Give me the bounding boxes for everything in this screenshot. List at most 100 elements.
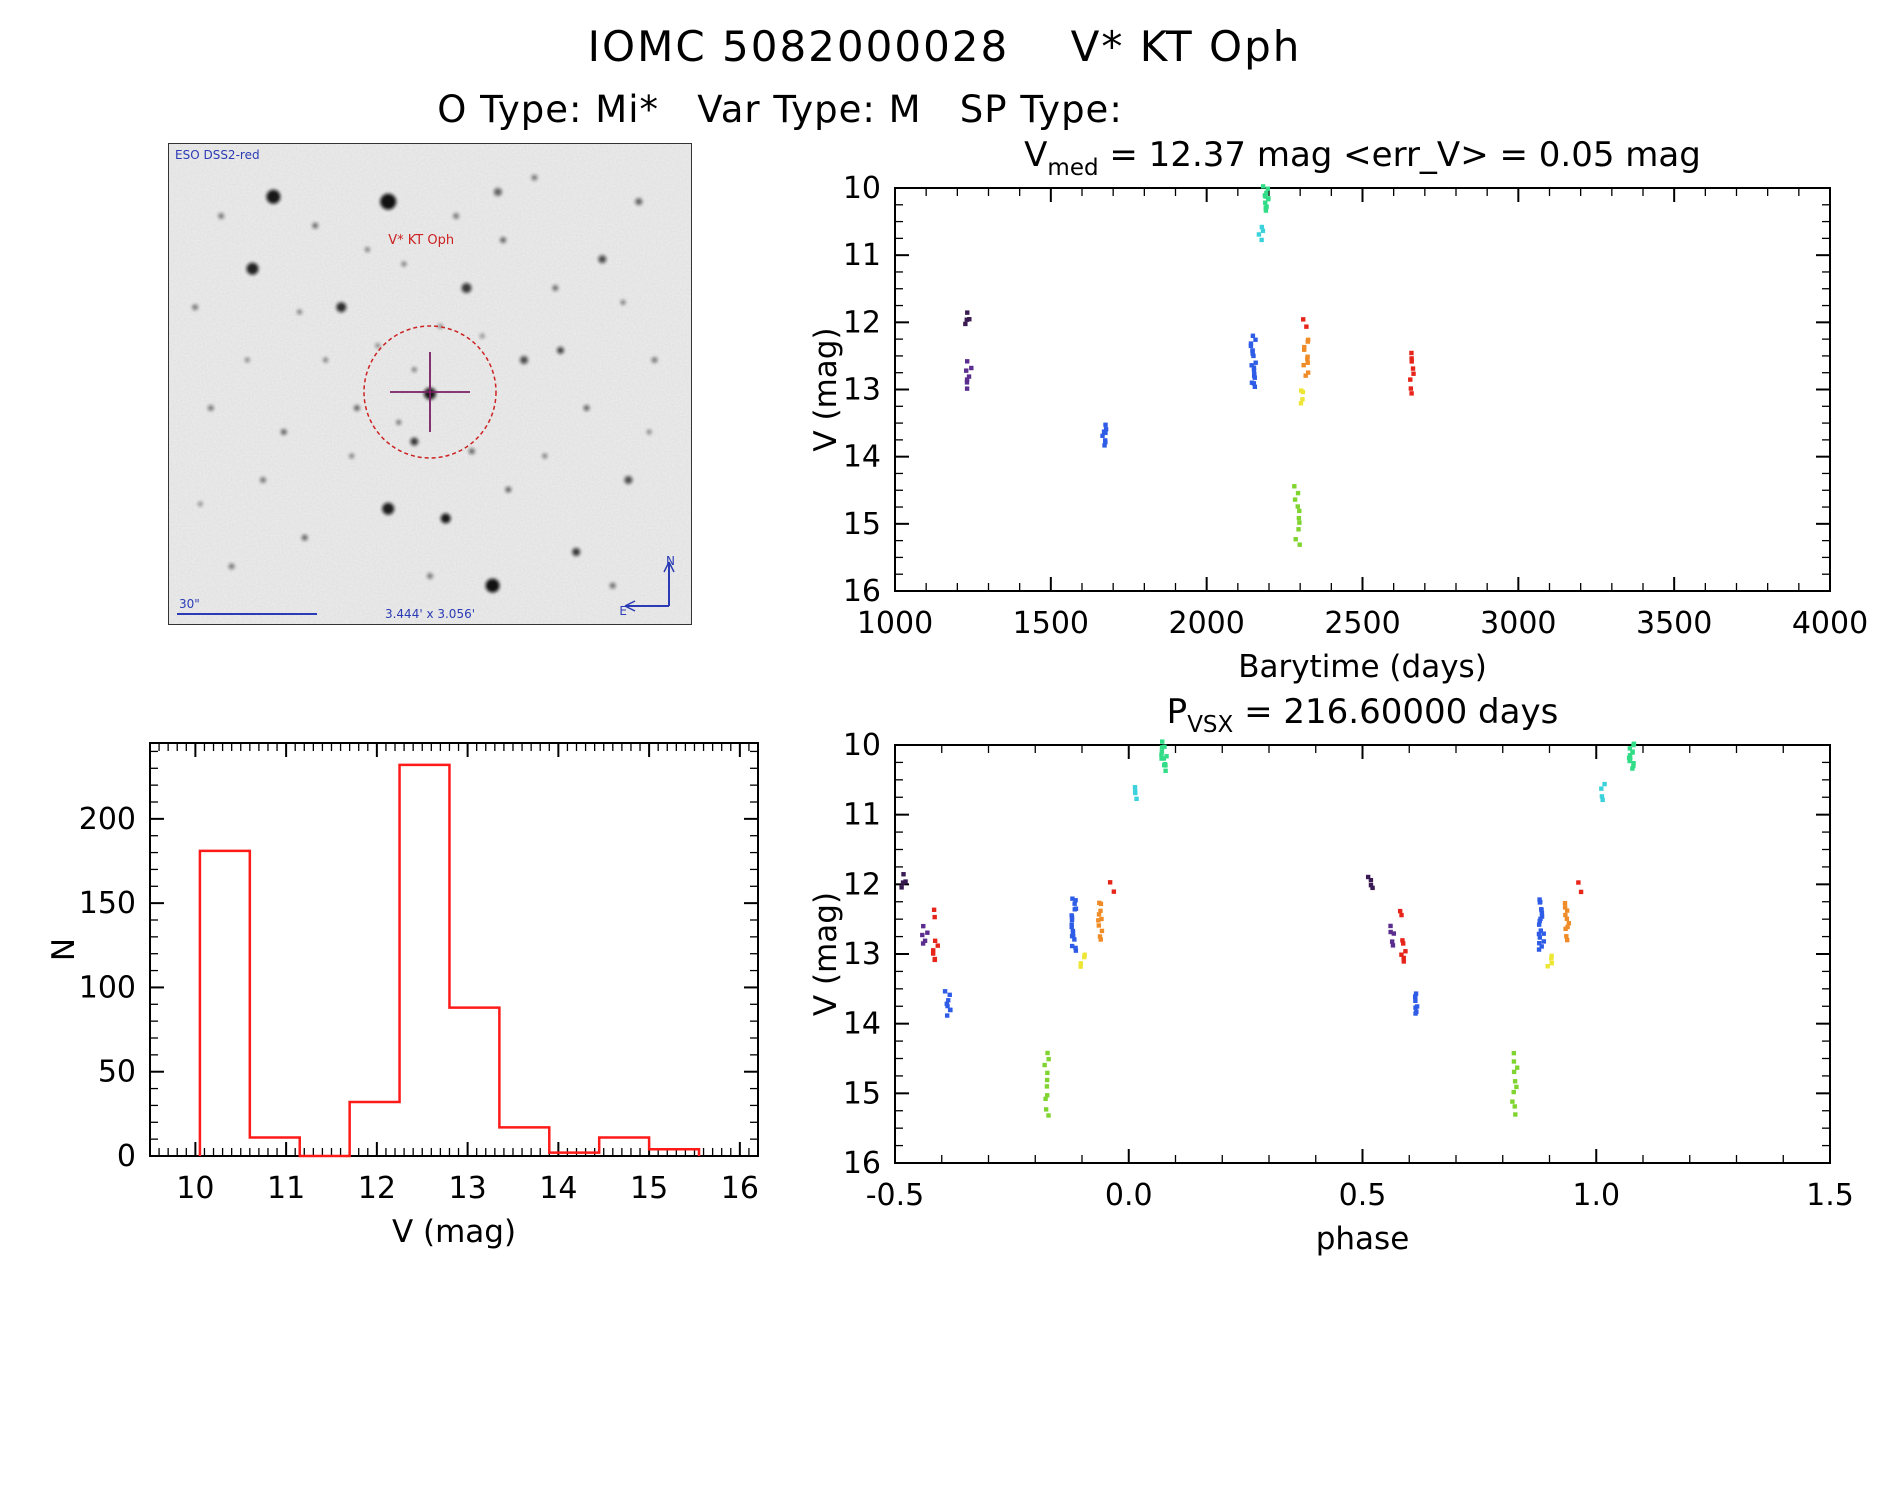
observation-cluster (1042, 1050, 1051, 1118)
observation-cluster (930, 938, 940, 963)
x-tick-label: 1.0 (1572, 1178, 1620, 1213)
observation-cluster (1132, 785, 1139, 802)
y-tick-label: 12 (843, 867, 881, 902)
x-tick-label: 13 (449, 1171, 487, 1206)
observation-cluster (1545, 953, 1554, 969)
x-axis-title: V (mag) (392, 1214, 516, 1250)
y-tick-label: 100 (79, 970, 136, 1005)
histogram-steps (198, 763, 701, 1158)
y-tick-label: 0 (117, 1139, 136, 1174)
observation-cluster (1107, 880, 1117, 894)
magnitude-histogram-plot: 10 11 12 13 14 15 16 0 50 100 150 200 V (mag) N (40, 698, 810, 1302)
observation-cluster (1301, 317, 1309, 329)
plot-title: PVSX = 216.60000 days (1167, 693, 1559, 738)
observation-cluster (1399, 938, 1408, 964)
plot-title: Vmed = 12.37 mag <err_V> = 0.05 mag (1024, 136, 1701, 181)
x-tick-label: 2000 (1168, 606, 1244, 641)
field-stars (192, 174, 658, 593)
field-size-label: 3.444' x 3.056' (384, 607, 476, 621)
y-tick-label: 15 (843, 1076, 881, 1111)
data-points (899, 739, 1637, 1118)
finder-chart: ESO DSS2-red V* KT Oph 3.444' x 3.056' 3… (168, 143, 692, 625)
observation-cluster (1100, 422, 1109, 448)
y-tick-label: 13 (843, 937, 881, 972)
y-axis-title: N (46, 938, 82, 961)
observation-cluster (1536, 897, 1547, 952)
target-star-label: V* KT Oph (388, 232, 455, 248)
x-tick-label: 1000 (857, 606, 933, 641)
y-tick-label: 150 (79, 886, 136, 921)
axes (149, 742, 759, 1157)
x-tick-label: 1500 (1013, 606, 1089, 641)
compass-east-label: E (619, 604, 627, 618)
barytime-lightcurve-plot: 1000 1500 2000 2500 3000 3500 4000 10 11 12 13 14 15… (808, 135, 1889, 700)
x-tick-label: 10 (176, 1171, 214, 1206)
annotations (177, 561, 675, 615)
x-axis-title: phase (1316, 1221, 1410, 1257)
x-tick-label: 14 (539, 1171, 577, 1206)
y-tick-label: 11 (843, 238, 881, 273)
y-tick-label: 12 (843, 305, 881, 340)
y-axis-title: V (mag) (810, 327, 844, 451)
survey-label: ESO DSS2-red (175, 148, 260, 162)
y-tick-label: 14 (843, 440, 881, 475)
x-tick-label: 4000 (1792, 606, 1868, 641)
x-tick-label: 15 (630, 1171, 668, 1206)
observation-cluster (1256, 224, 1266, 243)
observation-cluster (1298, 388, 1306, 406)
x-tick-label: 0.0 (1105, 1178, 1153, 1213)
phase-plot-svg: -0.5 0.0 0.5 1.0 1.5 10 11 12 13 14 15 16 phase V (ma… (808, 692, 1854, 1257)
target-circle-icon (363, 325, 497, 459)
observation-cluster (1159, 739, 1169, 773)
observation-cluster (1096, 900, 1105, 942)
observation-cluster (1388, 923, 1397, 948)
x-tick-label: 3000 (1480, 606, 1556, 641)
y-tick-label: 10 (843, 728, 881, 763)
observation-cluster (963, 310, 972, 327)
target-marker (363, 325, 497, 459)
axis-labels: 10 11 12 13 14 15 16 0 50 100 150 200 V (mag) N (46, 802, 759, 1250)
histogram-plot-svg: 10 11 12 13 14 15 16 0 50 100 150 200 V (mag) N (46, 742, 759, 1250)
finder-sky-image (169, 144, 691, 624)
observation-cluster (931, 907, 937, 920)
axis-labels: -0.5 0.0 0.5 1.0 1.5 10 11 12 13 14 15 16 phase V (ma… (808, 692, 1854, 1257)
x-tick-label: 2500 (1324, 606, 1400, 641)
observation-cluster (1069, 896, 1079, 953)
observation-cluster (1408, 350, 1416, 396)
observation-cluster (1576, 880, 1584, 895)
x-tick-label: 3500 (1636, 606, 1712, 641)
x-tick-label: 11 (267, 1171, 305, 1206)
x-tick-label: -0.5 (866, 1178, 925, 1213)
observation-cluster (1510, 1050, 1520, 1117)
observation-cluster (1599, 781, 1607, 803)
y-tick-label: 16 (843, 1146, 881, 1181)
x-tick-label: 0.5 (1339, 1178, 1387, 1213)
phase-folded-lightcurve-plot: -0.5 0.0 0.5 1.0 1.5 10 11 12 13 14 15 16 phase V (ma… (808, 692, 1889, 1282)
observation-cluster (1562, 900, 1572, 943)
observation-cluster (1248, 333, 1258, 389)
y-tick-label: 50 (98, 1055, 136, 1090)
y-axis-title: V (mag) (810, 892, 844, 1016)
y-tick-label: 14 (843, 1007, 881, 1042)
y-tick-label: 200 (79, 802, 136, 837)
observation-cluster (1365, 874, 1375, 891)
observation-cluster (1626, 741, 1637, 771)
observation-cluster (1078, 952, 1087, 969)
y-tick-label: 11 (843, 798, 881, 833)
barytime-plot-svg: 1000 1500 2000 2500 3000 3500 4000 10 11 12 13 14 15… (808, 135, 1868, 685)
y-tick-label: 10 (843, 171, 881, 206)
axis-labels: 1000 1500 2000 2500 3000 3500 4000 10 11 12 13 14 15… (808, 135, 1868, 685)
axes (894, 187, 1831, 592)
y-tick-label: 15 (843, 507, 881, 542)
observation-cluster (942, 989, 953, 1018)
x-axis-title: Barytime (days) (1238, 649, 1487, 685)
observation-cluster (1413, 991, 1420, 1016)
page-subtitle: O Type: Mi* Var Type: M SP Type: (437, 88, 1123, 131)
observation-cluster (1397, 908, 1404, 918)
y-tick-label: 13 (843, 373, 881, 408)
page-title: IOMC 5082000028 V* KT Oph (587, 22, 1302, 71)
x-tick-label: 16 (721, 1171, 759, 1206)
observation-cluster (1301, 337, 1311, 378)
data-points (963, 184, 1416, 547)
observation-cluster (920, 923, 930, 946)
